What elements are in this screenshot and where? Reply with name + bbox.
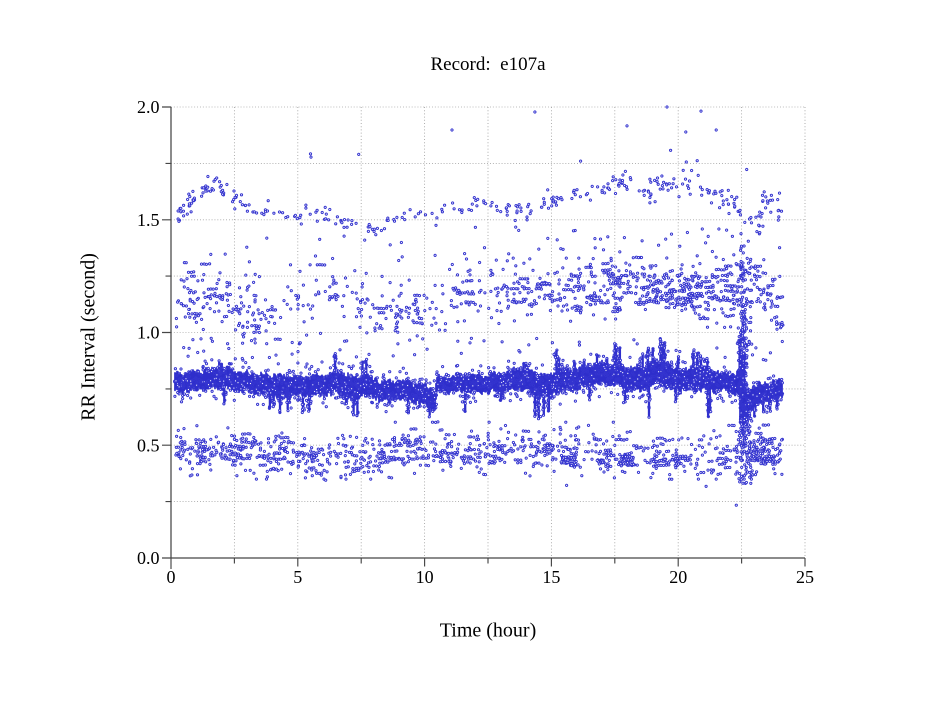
svg-text:5: 5 — [293, 567, 302, 587]
svg-text:1.0: 1.0 — [137, 323, 160, 343]
svg-text:RR Interval (second): RR Interval (second) — [78, 253, 100, 421]
svg-text:10: 10 — [416, 567, 434, 587]
svg-text:0: 0 — [167, 567, 176, 587]
svg-text:Record: e107a: Record: e107a — [430, 54, 546, 75]
svg-text:0.5: 0.5 — [137, 435, 160, 455]
svg-text:15: 15 — [542, 567, 560, 587]
svg-text:20: 20 — [669, 567, 687, 587]
svg-text:2.0: 2.0 — [137, 97, 160, 117]
svg-text:Time (hour): Time (hour) — [440, 620, 536, 642]
svg-text:0.0: 0.0 — [137, 548, 160, 568]
svg-text:1.5: 1.5 — [137, 210, 160, 230]
svg-text:25: 25 — [796, 567, 814, 587]
